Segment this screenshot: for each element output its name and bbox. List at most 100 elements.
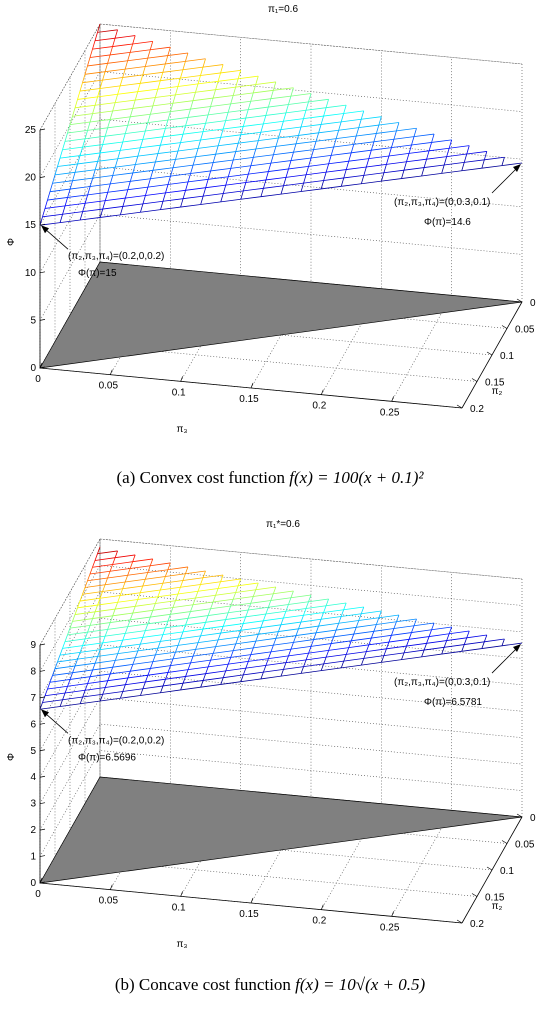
mesh-line — [300, 618, 322, 623]
mesh-line — [220, 578, 241, 583]
mesh-line — [253, 593, 274, 597]
mesh-line — [463, 153, 468, 163]
mesh-line — [129, 612, 134, 620]
mesh-line — [180, 69, 184, 79]
mesh-line — [177, 147, 199, 152]
mesh-line — [245, 664, 266, 669]
mesh-line — [130, 178, 151, 182]
mesh-line — [424, 646, 445, 651]
surface-plot-a: 0 5 10 15 20 25 0 0.05 0.1 0.15 0.2 0.25 0 0.05 0.1 0.1… — [6, 4, 536, 435]
mesh-line — [105, 197, 126, 202]
mesh-line — [87, 121, 91, 131]
mesh-line — [321, 121, 342, 125]
mesh-line — [448, 139, 453, 149]
mesh-line — [119, 691, 124, 699]
mesh-line — [100, 646, 121, 651]
mesh-line — [265, 610, 286, 615]
mesh-line — [109, 175, 114, 185]
mesh-line — [336, 626, 357, 631]
mesh-line — [343, 606, 364, 611]
mesh-line — [190, 655, 194, 664]
mesh-line — [89, 113, 93, 123]
mesh-line — [250, 157, 254, 166]
mesh-line — [343, 110, 364, 114]
mesh-line — [59, 699, 63, 707]
mesh-line — [64, 132, 68, 142]
pi3-tick-2 — [180, 891, 183, 897]
mesh-line — [77, 160, 98, 165]
mesh-line — [74, 104, 96, 109]
mesh-line — [396, 614, 400, 622]
mesh-line — [119, 588, 124, 596]
mesh-line — [293, 149, 314, 153]
mesh-line — [336, 135, 357, 140]
mesh-line — [381, 178, 402, 182]
mesh-line — [408, 632, 412, 640]
mesh-line — [212, 154, 217, 163]
mesh-line — [122, 684, 126, 692]
mesh-line — [99, 591, 103, 599]
pi3-tick-label-1: 0.05 — [99, 381, 119, 392]
mesh-line — [268, 655, 289, 660]
mesh-line — [464, 641, 485, 645]
mesh-line — [483, 151, 488, 160]
mesh-line — [54, 665, 76, 670]
mesh-line — [444, 162, 465, 166]
mesh-line — [248, 171, 269, 175]
mesh-line — [318, 619, 322, 627]
mesh-line — [154, 596, 159, 604]
mesh-line — [142, 630, 146, 638]
mesh-line — [353, 141, 374, 145]
mesh-line — [353, 627, 357, 635]
mesh-line — [142, 195, 146, 204]
chart-panel-b: 0 1 2 3 4 5 6 7 8 9 0 0.05 0.1 0.15 0.2 0.25 0 0.05 0.1 0.1… — [0, 515, 540, 1022]
mesh-line — [162, 63, 166, 73]
mesh-line — [217, 632, 222, 640]
mesh-line — [466, 151, 487, 155]
mesh-line — [268, 168, 289, 172]
mesh-line — [67, 631, 88, 636]
mesh-line — [449, 630, 470, 635]
mesh-line — [95, 102, 116, 106]
mesh-line — [132, 609, 153, 614]
mesh-line — [217, 137, 222, 146]
mesh-line — [298, 625, 319, 630]
mesh-line — [79, 594, 83, 602]
mesh-line — [383, 169, 405, 174]
mesh-line — [85, 200, 106, 204]
mesh-line — [260, 620, 264, 628]
mesh-line — [145, 192, 166, 196]
mesh-line — [104, 63, 108, 72]
mesh-line — [200, 680, 204, 688]
mesh-line — [155, 158, 176, 163]
mesh-line — [303, 612, 324, 616]
mesh-line — [82, 144, 103, 148]
mesh-line — [210, 656, 231, 661]
pi2-tick-2 — [486, 351, 493, 356]
mesh-line — [160, 586, 181, 591]
mesh-line — [90, 119, 111, 123]
mesh-line — [325, 598, 329, 606]
mesh-line — [170, 658, 174, 666]
mesh-line — [82, 208, 103, 213]
mesh-line — [228, 109, 249, 113]
z-axis-label: Φ — [6, 753, 17, 761]
mesh-line — [265, 607, 269, 615]
mesh-line — [54, 661, 58, 669]
mesh-line — [154, 88, 159, 98]
pi2-tick-label-1: 0.05 — [515, 325, 535, 336]
mesh-line — [119, 141, 124, 151]
mesh-line — [155, 651, 176, 656]
mesh-line — [160, 136, 164, 146]
mesh-line — [140, 203, 144, 213]
mesh-line — [175, 150, 179, 160]
mesh-line — [222, 619, 227, 627]
mesh-line — [220, 64, 224, 74]
pi2-tick-3 — [471, 378, 478, 382]
mesh-line — [368, 637, 372, 645]
mesh-line — [110, 116, 131, 120]
mesh-line — [305, 101, 309, 111]
mesh-line — [127, 671, 131, 679]
annotation-arrowhead-left — [41, 225, 49, 234]
annotation-arrow-right — [491, 646, 519, 674]
